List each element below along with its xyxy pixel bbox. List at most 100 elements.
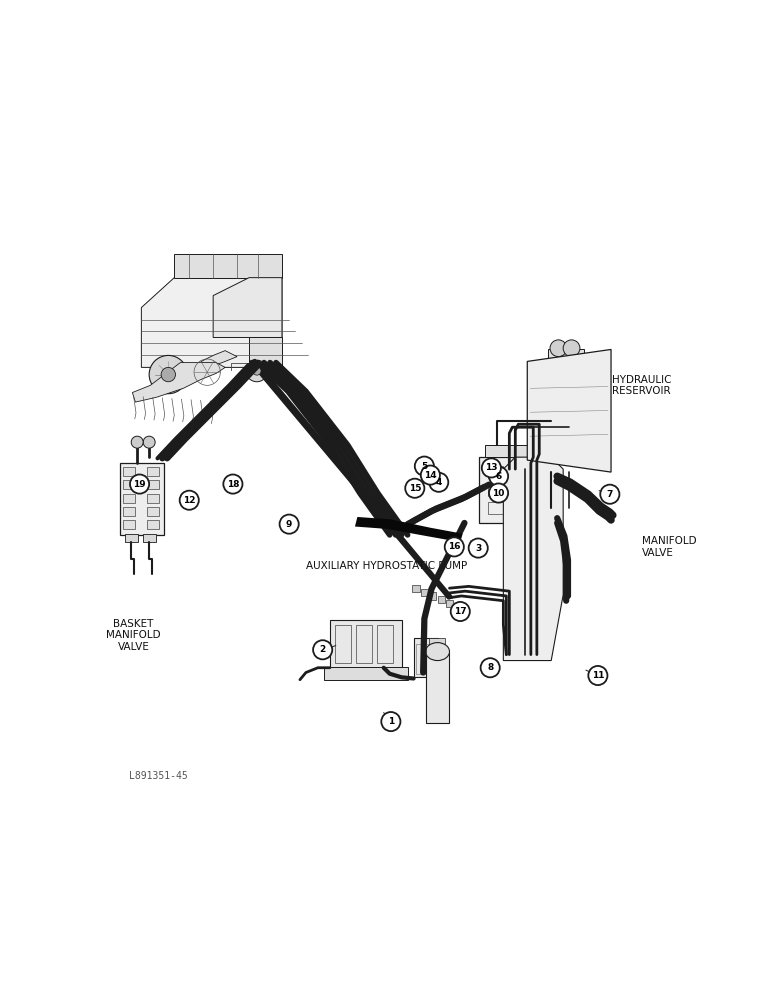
- Text: 9: 9: [286, 520, 293, 529]
- Bar: [438, 596, 445, 603]
- Text: 17: 17: [454, 607, 466, 616]
- Circle shape: [131, 436, 143, 448]
- Circle shape: [489, 467, 508, 486]
- Text: 8: 8: [487, 663, 493, 672]
- Bar: [489, 502, 503, 514]
- Circle shape: [130, 474, 149, 494]
- Bar: [147, 494, 159, 503]
- Bar: [531, 502, 546, 514]
- Polygon shape: [213, 278, 282, 337]
- Bar: [147, 507, 159, 516]
- Circle shape: [252, 367, 261, 375]
- Bar: [414, 638, 438, 677]
- Polygon shape: [141, 278, 282, 367]
- Bar: [510, 484, 524, 496]
- Bar: [416, 644, 435, 674]
- Circle shape: [451, 602, 470, 621]
- Polygon shape: [355, 517, 462, 542]
- Text: 19: 19: [134, 480, 146, 489]
- Polygon shape: [249, 337, 282, 367]
- Bar: [239, 353, 246, 363]
- Bar: [147, 520, 159, 529]
- Circle shape: [143, 436, 155, 448]
- Text: 3: 3: [475, 544, 481, 553]
- Text: 11: 11: [591, 671, 604, 680]
- Polygon shape: [174, 254, 282, 278]
- Bar: [531, 484, 546, 496]
- Text: BASKET
MANIFOLD
VALVE: BASKET MANIFOLD VALVE: [107, 619, 161, 652]
- Bar: [412, 585, 420, 592]
- Circle shape: [489, 483, 508, 503]
- Text: 4: 4: [435, 478, 442, 487]
- Bar: [510, 502, 524, 514]
- Circle shape: [405, 479, 425, 498]
- Bar: [143, 534, 156, 542]
- Circle shape: [421, 466, 440, 485]
- Circle shape: [246, 360, 268, 382]
- Bar: [548, 349, 584, 361]
- Bar: [446, 600, 453, 607]
- Text: HYDRAULIC
RESERVOIR: HYDRAULIC RESERVOIR: [612, 375, 672, 396]
- Circle shape: [180, 491, 199, 510]
- Circle shape: [149, 355, 188, 394]
- Text: 2: 2: [320, 645, 326, 654]
- Bar: [222, 302, 255, 326]
- Bar: [429, 638, 445, 646]
- Text: MANIFOLD
VALVE: MANIFOLD VALVE: [642, 536, 697, 558]
- Circle shape: [564, 340, 580, 357]
- Circle shape: [223, 474, 242, 494]
- Bar: [124, 480, 135, 489]
- Text: 16: 16: [448, 542, 461, 551]
- Bar: [425, 652, 449, 723]
- Bar: [258, 302, 276, 326]
- Text: 15: 15: [408, 484, 421, 493]
- Circle shape: [313, 640, 332, 659]
- Circle shape: [381, 712, 401, 731]
- Bar: [486, 445, 551, 457]
- Circle shape: [445, 537, 464, 556]
- Polygon shape: [133, 363, 225, 402]
- Text: 5: 5: [422, 462, 428, 471]
- Circle shape: [429, 473, 449, 492]
- Bar: [334, 625, 351, 663]
- Bar: [124, 467, 135, 476]
- Circle shape: [279, 515, 299, 534]
- Bar: [377, 625, 393, 663]
- Bar: [489, 484, 503, 496]
- Text: 13: 13: [485, 463, 498, 472]
- Bar: [124, 507, 135, 516]
- Bar: [324, 667, 408, 680]
- Text: AUXILIARY HYDROSTATIC PUMP: AUXILIARY HYDROSTATIC PUMP: [306, 561, 467, 571]
- Bar: [124, 520, 135, 529]
- Bar: [356, 625, 372, 663]
- Bar: [124, 494, 135, 503]
- Text: L891351-45: L891351-45: [130, 771, 188, 781]
- Text: 12: 12: [183, 496, 195, 505]
- Ellipse shape: [425, 643, 449, 661]
- Circle shape: [550, 340, 567, 357]
- Text: 1: 1: [388, 717, 394, 726]
- Polygon shape: [527, 349, 611, 472]
- Text: 14: 14: [424, 471, 437, 480]
- Bar: [489, 466, 503, 478]
- Bar: [120, 463, 164, 535]
- Circle shape: [588, 666, 608, 685]
- Circle shape: [482, 458, 501, 477]
- Text: 10: 10: [493, 489, 505, 498]
- Polygon shape: [503, 457, 564, 661]
- Text: 18: 18: [227, 480, 239, 489]
- Circle shape: [469, 539, 488, 558]
- Bar: [147, 467, 159, 476]
- Circle shape: [601, 485, 619, 504]
- Circle shape: [415, 457, 434, 476]
- Circle shape: [161, 367, 175, 382]
- Bar: [429, 592, 436, 600]
- Bar: [125, 534, 138, 542]
- Circle shape: [481, 658, 499, 677]
- Bar: [531, 466, 546, 478]
- Text: 7: 7: [607, 490, 613, 499]
- Bar: [479, 457, 557, 523]
- Bar: [247, 353, 255, 363]
- Polygon shape: [201, 351, 237, 367]
- Bar: [421, 589, 428, 596]
